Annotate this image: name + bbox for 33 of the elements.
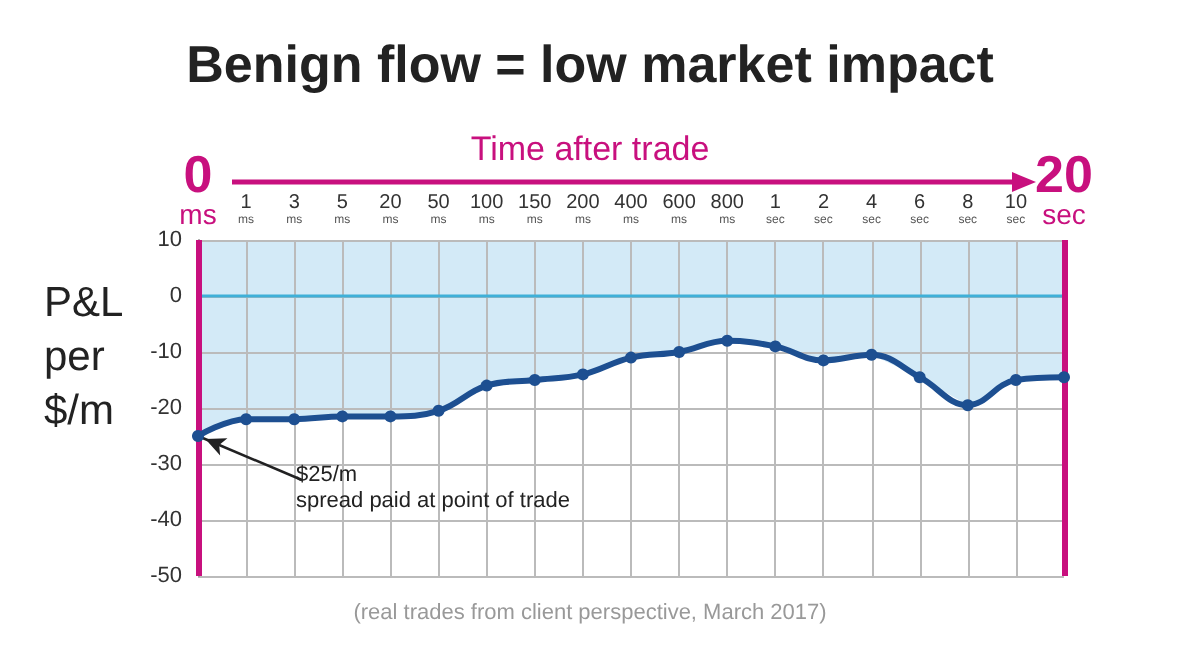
- point: [913, 371, 926, 384]
- point: [1058, 371, 1070, 384]
- annotation: $25/m spread paid at point of trade: [296, 463, 570, 513]
- point: [384, 410, 397, 423]
- point: [192, 430, 204, 442]
- point: [961, 399, 974, 412]
- point: [240, 413, 253, 426]
- text: (real trades from client perspective, March 2017): [353, 601, 827, 625]
- y-tick-label: -50: [150, 564, 182, 588]
- y-tick-label: 10: [157, 228, 182, 252]
- chart-title: Benign flow = low market impact: [186, 34, 995, 94]
- x-tick-label: 20 sec: [1035, 144, 1093, 230]
- point: [288, 413, 301, 426]
- point: [625, 351, 637, 364]
- point: [432, 404, 445, 417]
- point: [673, 346, 686, 358]
- y-tick-label: -40: [150, 508, 182, 532]
- y-tick-label: -30: [150, 452, 182, 476]
- point: [817, 354, 830, 367]
- y-tick-label: -10: [150, 340, 182, 364]
- point: [769, 340, 782, 353]
- point: [721, 334, 734, 347]
- point: [480, 379, 493, 392]
- y-tick-label: 0: [169, 284, 182, 308]
- point: [528, 374, 541, 386]
- point: [1009, 374, 1022, 386]
- point: [336, 410, 349, 423]
- y-axis-title: P&L per $/m: [44, 280, 124, 434]
- x-tick-label: 0 ms: [179, 144, 217, 230]
- y-tick-label: -20: [150, 396, 182, 420]
- x-axis-title: Time after trade: [470, 130, 710, 168]
- point: [865, 348, 878, 361]
- point: [576, 368, 589, 381]
